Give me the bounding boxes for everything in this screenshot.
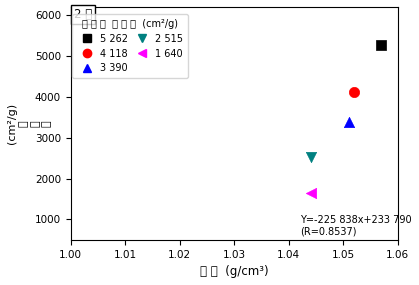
X-axis label: 밀 도  (g/cm³): 밀 도 (g/cm³) [200,265,269,278]
Point [345,119,352,124]
Legend: 5 262, 4 118, 3 390, 2 515, 1 640: 5 262, 4 118, 3 390, 2 515, 1 640 [72,14,188,78]
Y-axis label: (cm²/g)
분
말
도: (cm²/g) 분 말 도 [7,103,52,144]
Point [307,191,314,196]
Point [351,90,357,94]
Point [307,155,314,160]
Point [378,43,385,48]
Text: Y=-225 838x+233 790
(R=0.8537): Y=-225 838x+233 790 (R=0.8537) [300,215,411,237]
Text: 2 분: 2 분 [74,8,92,21]
